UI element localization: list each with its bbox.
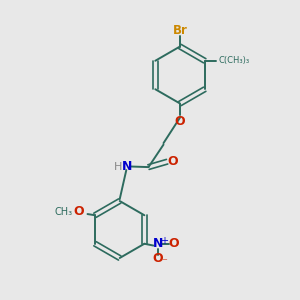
Text: H: H — [113, 161, 122, 172]
Text: Br: Br — [172, 23, 188, 37]
Text: O: O — [153, 252, 163, 265]
Text: O: O — [167, 155, 178, 168]
Text: O: O — [175, 115, 185, 128]
Text: C(CH₃)₃: C(CH₃)₃ — [218, 56, 250, 65]
Text: ⁻: ⁻ — [161, 257, 167, 267]
Text: CH₃: CH₃ — [55, 207, 73, 217]
Text: +: + — [160, 236, 169, 246]
Text: N: N — [122, 160, 133, 173]
Text: O: O — [168, 237, 179, 250]
Text: N: N — [153, 237, 163, 250]
Text: O: O — [73, 205, 84, 218]
